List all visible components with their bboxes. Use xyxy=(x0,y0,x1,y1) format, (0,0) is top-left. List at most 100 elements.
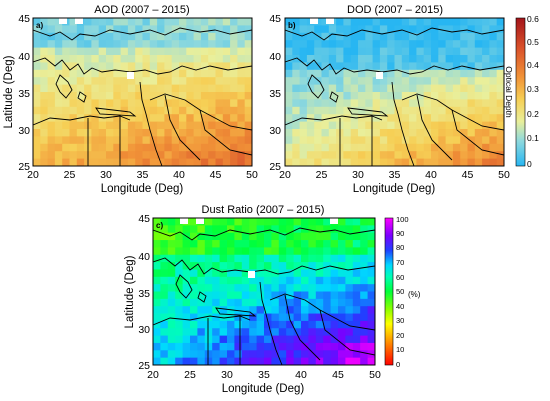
heatmap-cell xyxy=(278,284,287,292)
heatmap-cell xyxy=(190,328,198,336)
heatmap-cell xyxy=(445,25,454,34)
heatmap-cell xyxy=(33,151,41,159)
heatmap-cell xyxy=(54,25,63,34)
heatmap-cell xyxy=(308,269,317,278)
heatmap-cell xyxy=(367,335,375,344)
heatmap-cell xyxy=(120,40,129,48)
heatmap-cell xyxy=(286,357,294,365)
heatmap-cell xyxy=(171,25,180,34)
heatmap-cell xyxy=(208,158,216,166)
heatmap-cell xyxy=(142,129,151,137)
heatmap-cell xyxy=(171,77,180,85)
heatmap-cell xyxy=(394,158,403,166)
heatmap-cell xyxy=(365,32,373,41)
heatmap-cell xyxy=(54,55,63,63)
heatmap-cell xyxy=(460,18,468,26)
heatmap-cell xyxy=(271,298,280,307)
heatmap-cell xyxy=(249,284,257,292)
heatmap-cell xyxy=(69,121,78,130)
heatmap-cell xyxy=(358,129,366,137)
heatmap-cell xyxy=(182,350,191,359)
heatmap-cell xyxy=(323,254,331,263)
heatmap-cell xyxy=(84,62,92,71)
heatmap-cell xyxy=(227,269,235,278)
heatmap-cell xyxy=(127,77,136,85)
heatmap-cell xyxy=(343,25,352,34)
heatmap-cell xyxy=(367,254,375,263)
heatmap-cell xyxy=(350,158,359,166)
heatmap-cell xyxy=(208,55,216,63)
heatmap-cell xyxy=(54,18,63,26)
heatmap-cell xyxy=(338,247,346,256)
heatmap-cell xyxy=(345,291,354,300)
heatmap-cell xyxy=(278,328,287,336)
heatmap-cell xyxy=(360,240,368,248)
heatmap-cell xyxy=(423,40,432,48)
heatmap-cell xyxy=(113,92,121,100)
x-tick-label: 35 xyxy=(258,369,270,381)
heatmap-cell xyxy=(308,357,317,365)
heatmap-cell xyxy=(345,342,354,351)
heatmap-cell xyxy=(431,32,439,41)
heatmap-cell xyxy=(120,25,129,34)
heatmap-cell xyxy=(91,40,100,48)
heatmap-cell xyxy=(328,129,337,137)
heatmap-cell xyxy=(323,350,331,359)
heatmap-cell xyxy=(179,92,187,100)
heatmap-cell xyxy=(190,320,198,329)
heatmap-cell xyxy=(241,276,250,285)
heatmap-cell xyxy=(338,291,346,300)
heatmap-cell xyxy=(142,47,151,56)
heatmap-cell xyxy=(330,328,339,336)
heatmap-cell xyxy=(306,32,315,41)
heatmap-cell xyxy=(416,69,425,78)
heatmap-cell xyxy=(345,328,354,336)
panel-a-frame xyxy=(32,17,253,167)
heatmap-cell xyxy=(379,77,388,85)
heatmap-cell xyxy=(219,284,228,292)
heatmap-cell xyxy=(149,106,158,115)
heatmap-cell xyxy=(460,99,468,108)
heatmap-cell xyxy=(431,143,439,152)
heatmap-cell xyxy=(367,328,375,336)
heatmap-cell xyxy=(292,47,300,56)
heatmap-cell xyxy=(423,47,432,56)
heatmap-cell xyxy=(460,32,468,41)
heatmap-cell xyxy=(452,77,461,85)
heatmap-cell xyxy=(367,225,375,234)
heatmap-cell xyxy=(379,32,388,41)
heatmap-cell xyxy=(431,121,439,130)
heatmap-cell xyxy=(330,269,339,278)
heatmap-cell xyxy=(323,291,331,300)
heatmap-cell xyxy=(230,25,238,34)
heatmap-cell xyxy=(306,121,315,130)
heatmap-cell xyxy=(222,84,231,93)
heatmap-cell xyxy=(197,232,206,241)
heatmap-cell xyxy=(69,136,78,145)
heatmap-cell xyxy=(230,158,238,166)
heatmap-cell xyxy=(219,342,228,351)
heatmap-cell xyxy=(76,136,85,145)
heatmap-cell xyxy=(474,121,483,130)
heatmap-cell xyxy=(367,313,375,322)
heatmap-cell xyxy=(219,350,228,359)
heatmap-cell xyxy=(160,306,169,314)
heatmap-cell xyxy=(135,121,143,130)
heatmap-cell xyxy=(120,18,129,26)
heatmap-cell xyxy=(286,328,294,336)
heatmap-cell xyxy=(222,55,231,63)
heatmap-cell xyxy=(285,55,293,63)
heatmap-cell xyxy=(336,18,344,26)
heatmap-cell xyxy=(358,136,366,145)
heatmap-cell xyxy=(285,143,293,152)
heatmap-cell xyxy=(306,47,315,56)
heatmap-cell xyxy=(113,84,121,93)
heatmap-cell xyxy=(208,143,216,152)
heatmap-cell xyxy=(409,55,417,63)
heatmap-cell xyxy=(222,18,231,26)
heatmap-cell xyxy=(237,55,246,63)
heatmap-cell xyxy=(167,328,176,336)
heatmap-cell xyxy=(54,151,63,159)
heatmap-cell xyxy=(431,69,439,78)
heatmap-cell xyxy=(237,114,246,122)
